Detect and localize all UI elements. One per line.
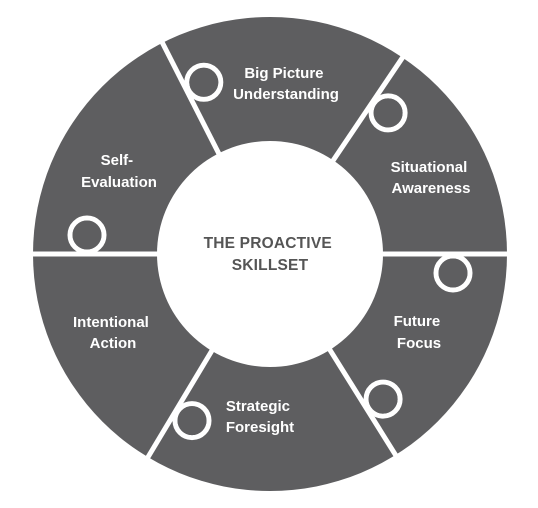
puzzle-tab-fill [373,98,403,128]
segment-label-situational-awareness: Situational Awareness [391,159,472,197]
puzzle-tab-fill [368,384,398,414]
segment-label-line: Understanding [233,86,339,103]
segment-separator [158,38,222,157]
segment-label-strategic-foresight: Strategic Foresight [226,398,294,436]
separators-layer [29,38,511,462]
segment-label-line: Self- [101,152,134,169]
segment-label-future-focus: Future Focus [394,313,445,352]
segment-separator [326,346,400,460]
segment-label-line: Big Picture [244,65,323,82]
segment-label-self-evaluation: Self- Evaluation [81,152,157,191]
center-title-line-1: THE PROACTIVE [204,235,332,252]
segment-label-line: Strategic [226,398,290,415]
segment-label-line: Future [394,313,441,330]
puzzle-tab-fill [438,258,468,288]
segment-label-line: Intentional [73,314,149,331]
segment-separator [330,52,407,164]
center-circle [157,141,383,367]
puzzle-tabs-layer [67,62,473,441]
segment-label-line: Action [90,335,137,352]
segment-label-line: Situational [391,159,468,176]
center-title-line-2: SKILLSET [232,257,309,274]
segment-label-line: Evaluation [81,174,157,191]
puzzle-tab-fill [177,406,207,436]
segment-label-line: Focus [397,335,441,352]
segment-label-line: Foresight [226,419,294,436]
segment-label-intentional-action: Intentional Action [73,314,153,352]
center-title: THE PROACTIVE SKILLSET [204,235,337,274]
segment-label-line: Awareness [392,180,471,197]
segment-label-big-picture-understanding: Big Picture Understanding [233,65,339,103]
puzzle-tab-fill [72,220,102,250]
segment-separator [143,347,215,462]
puzzle-tab-fill [189,67,219,97]
